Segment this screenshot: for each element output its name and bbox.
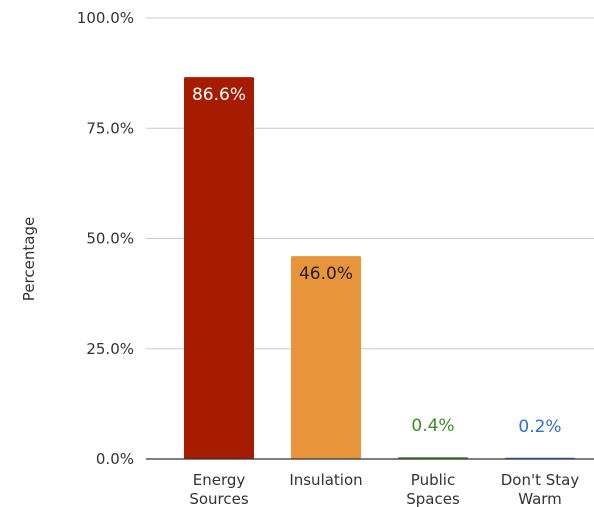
- category-label: Public: [411, 471, 455, 489]
- bar: [291, 256, 361, 459]
- category-label: Energy: [193, 471, 246, 489]
- y-tick-labels: 0.0% 25.0% 50.0% 75.0% 100.0%: [77, 9, 134, 468]
- bars: [184, 77, 575, 460]
- y-tick-label: 0.0%: [96, 450, 134, 468]
- y-tick-label: 100.0%: [77, 9, 134, 27]
- y-tick-label: 25.0%: [86, 340, 134, 358]
- category-label: Sources: [189, 490, 249, 507]
- category-label: Spaces: [406, 490, 460, 507]
- bar: [184, 77, 254, 460]
- data-label: 0.2%: [518, 417, 561, 437]
- data-label: 46.0%: [299, 264, 353, 284]
- data-labels: 86.6% 46.0% 0.4% 0.2%: [192, 85, 562, 437]
- y-axis-title: Percentage: [20, 217, 38, 301]
- category-label: Insulation: [289, 471, 362, 489]
- category-label: Don't Stay: [501, 471, 580, 489]
- data-label: 86.6%: [192, 85, 246, 105]
- data-label: 0.4%: [411, 416, 454, 436]
- category-label: Warm: [518, 490, 562, 507]
- y-tick-label: 75.0%: [86, 119, 134, 137]
- y-tick-label: 50.0%: [86, 230, 134, 248]
